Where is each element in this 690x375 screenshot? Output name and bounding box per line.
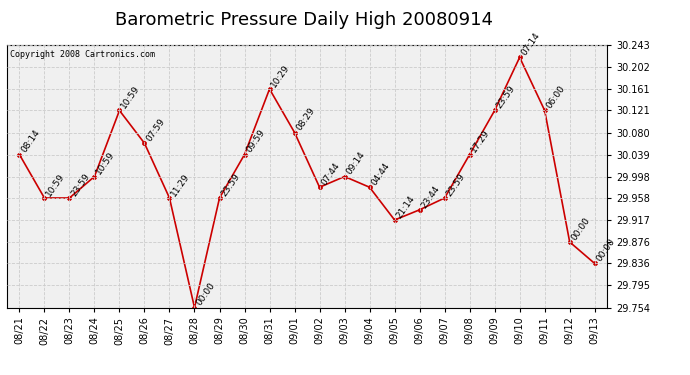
Text: 07:59: 07:59: [144, 117, 167, 143]
Text: 23:59: 23:59: [70, 172, 92, 198]
Text: 09:59: 09:59: [244, 128, 267, 154]
Text: 07:14: 07:14: [520, 31, 542, 57]
Text: 09:14: 09:14: [344, 150, 366, 177]
Text: 10:29: 10:29: [270, 63, 292, 89]
Text: 11:29: 11:29: [170, 172, 192, 198]
Text: 21:14: 21:14: [395, 194, 417, 220]
Text: 04:44: 04:44: [370, 161, 392, 187]
Text: 23:44: 23:44: [420, 184, 442, 210]
Text: 10:59: 10:59: [95, 150, 117, 177]
Text: 23:59: 23:59: [444, 172, 466, 198]
Text: 08:29: 08:29: [295, 106, 317, 132]
Text: 07:44: 07:44: [319, 161, 342, 187]
Text: Copyright 2008 Cartronics.com: Copyright 2008 Cartronics.com: [10, 50, 155, 59]
Text: 23:59: 23:59: [219, 172, 242, 198]
Text: 06:00: 06:00: [544, 84, 567, 111]
Text: 00:00: 00:00: [595, 237, 617, 264]
Text: 00:00: 00:00: [195, 281, 217, 308]
Text: 00:00: 00:00: [570, 216, 592, 242]
Text: Barometric Pressure Daily High 20080914: Barometric Pressure Daily High 20080914: [115, 11, 493, 29]
Text: 08:14: 08:14: [19, 128, 41, 154]
Text: 10:59: 10:59: [44, 172, 67, 198]
Text: 23:59: 23:59: [495, 84, 517, 111]
Text: 10:59: 10:59: [119, 84, 141, 111]
Text: 17:29: 17:29: [470, 128, 492, 154]
